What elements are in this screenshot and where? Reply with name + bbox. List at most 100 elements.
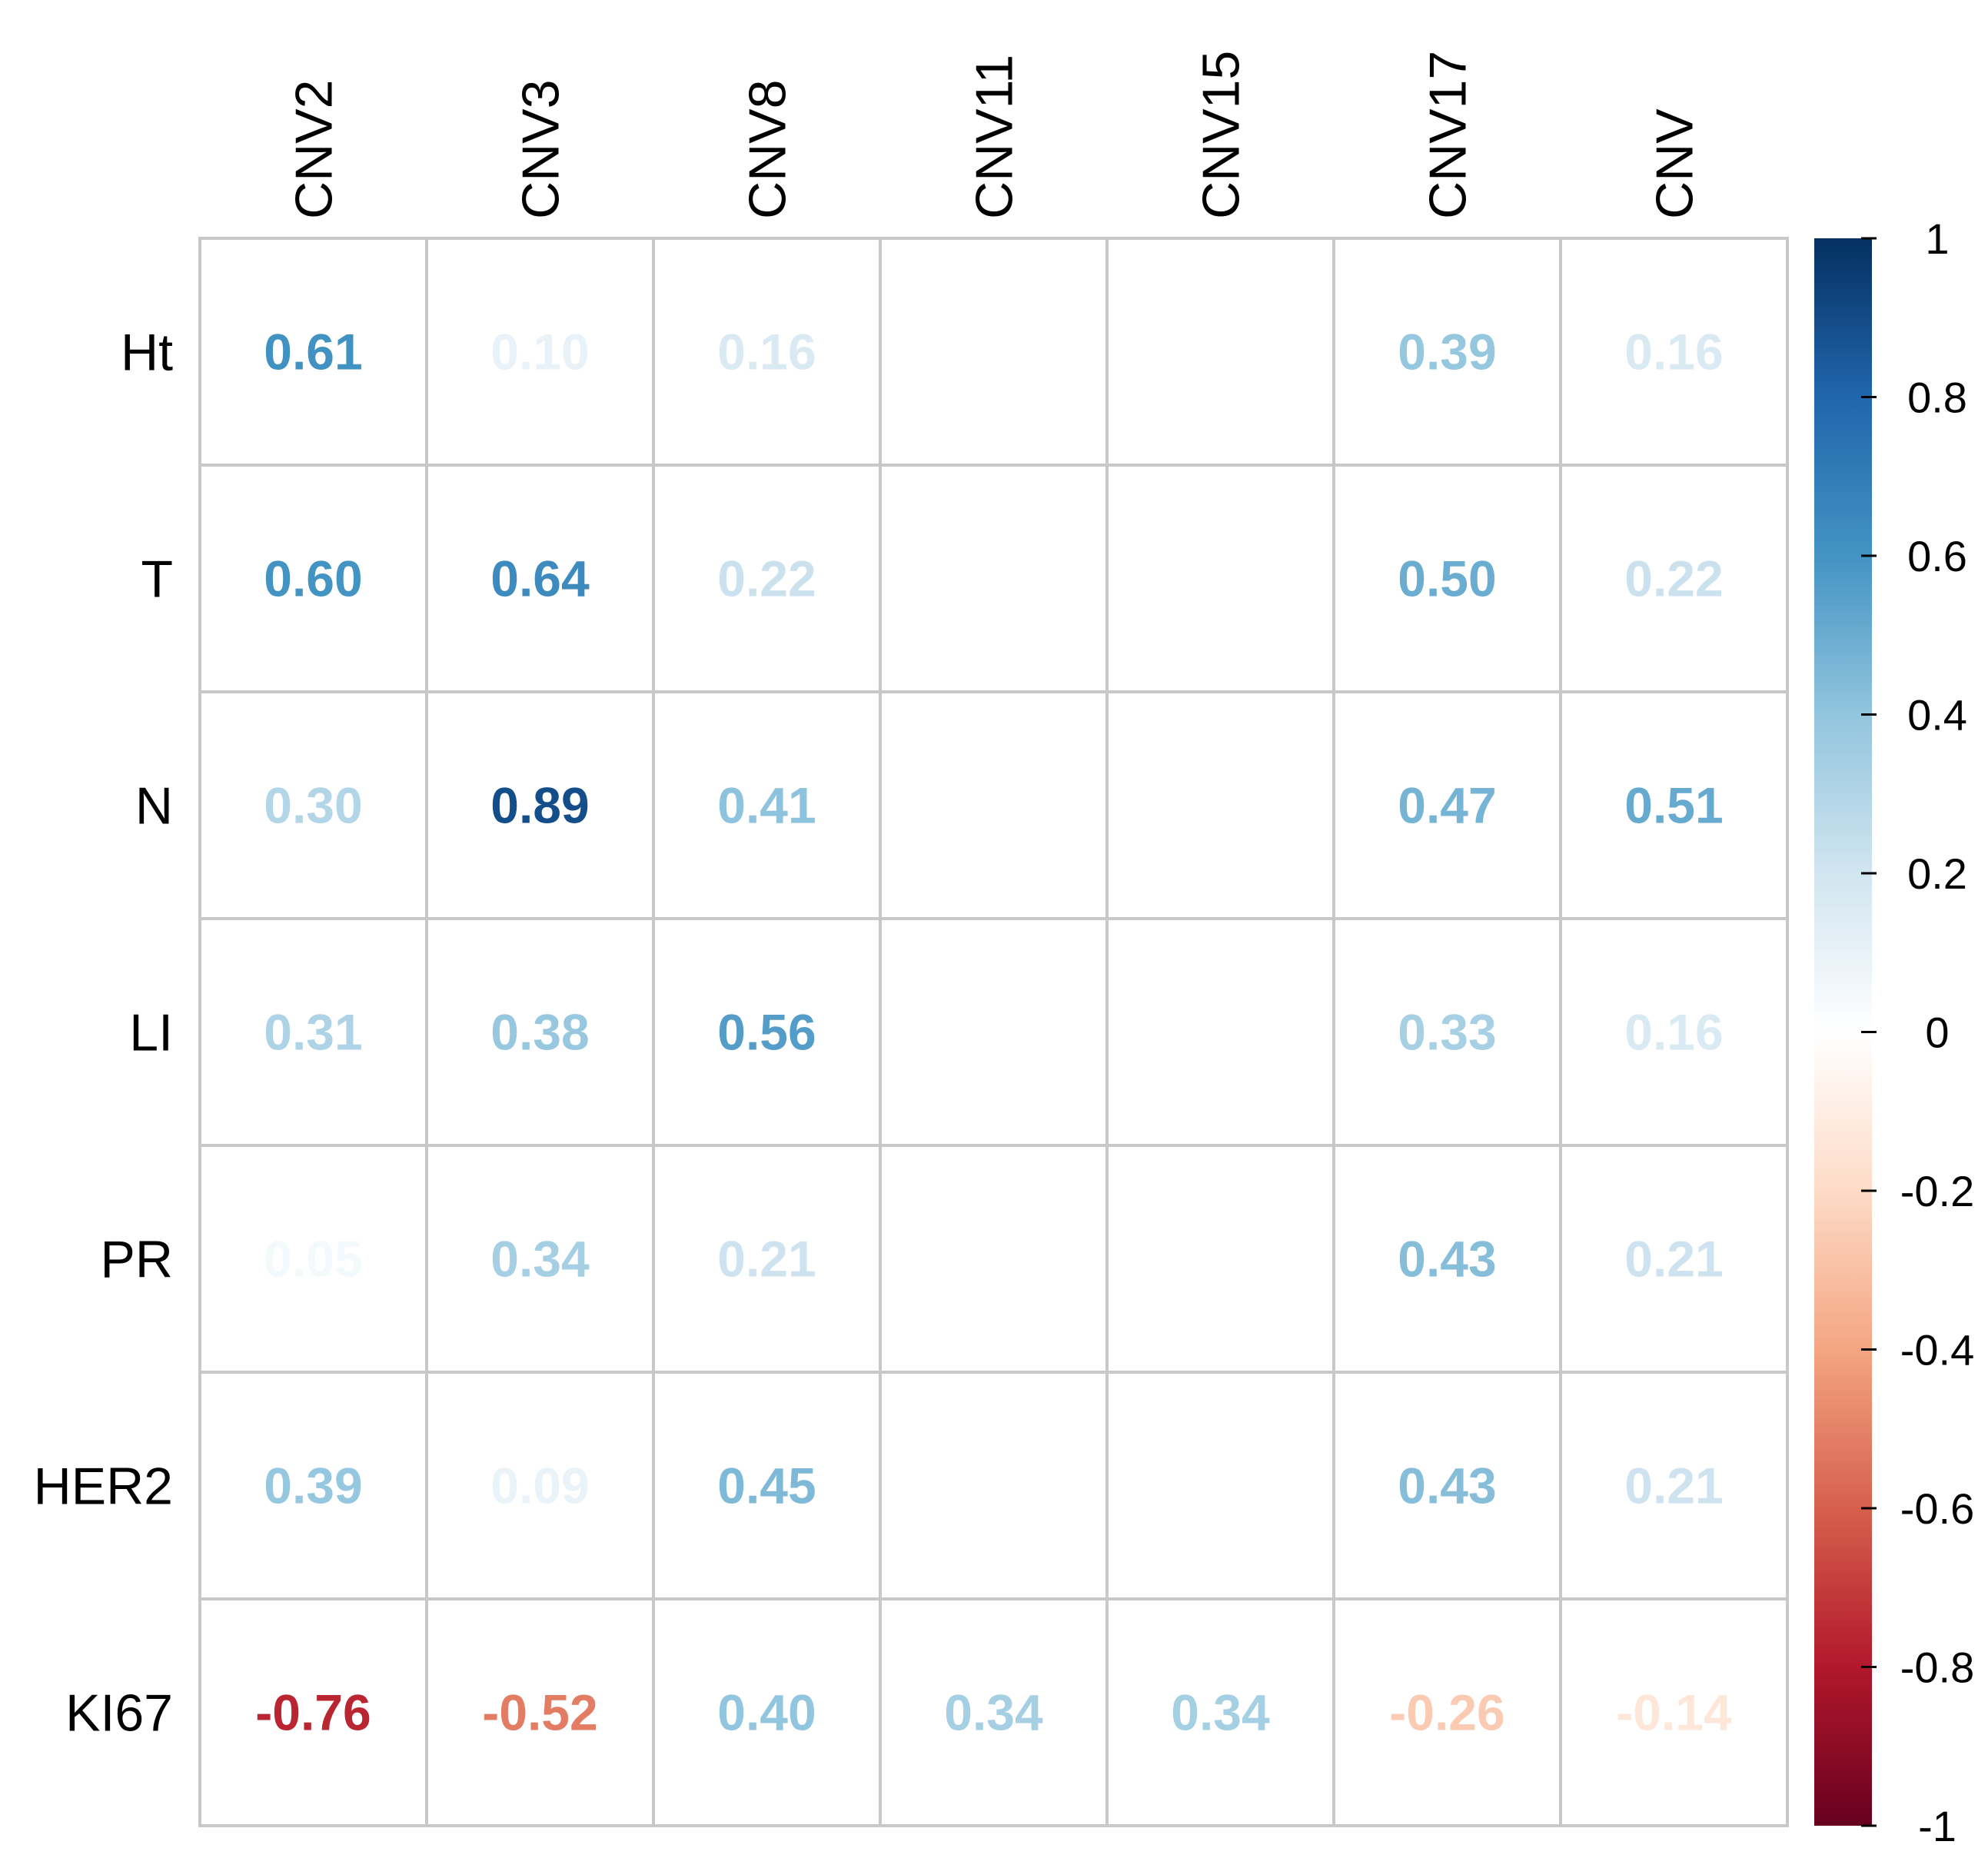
column-label: CNV8 bbox=[739, 80, 797, 219]
heatmap-cell bbox=[1559, 1144, 1789, 1374]
color-scale-legend: 1 0.8 0.6 0.4 0.2 0 -0.2 -0.4 -0.6 -0.8 -1 bbox=[1814, 214, 1974, 1850]
cell-value: 0.51 bbox=[1624, 777, 1723, 834]
cell-value: 0.16 bbox=[717, 324, 816, 381]
cell-value: 0.34 bbox=[490, 1231, 590, 1288]
cell-value: 0.09 bbox=[490, 1458, 589, 1514]
cell-value: 0.00 bbox=[944, 324, 1042, 381]
cell-value: 0.16 bbox=[1624, 324, 1723, 381]
column-label: CNV15 bbox=[1192, 51, 1251, 219]
heatmap-cell bbox=[198, 464, 428, 693]
cell-value: 0.43 bbox=[1398, 1231, 1496, 1288]
heatmap-cell bbox=[879, 690, 1109, 920]
row-label: KI67 bbox=[65, 1684, 173, 1743]
cell-value: 0.00 bbox=[1171, 550, 1269, 607]
cell-value: 0.39 bbox=[1398, 324, 1496, 381]
heatmap-cell bbox=[1105, 237, 1335, 467]
row-label: N bbox=[135, 777, 173, 836]
colorbar-tick-label: 0.2 bbox=[1907, 849, 1967, 898]
cell-value: 0.50 bbox=[1398, 550, 1496, 607]
cell-value: 0.00 bbox=[944, 550, 1042, 607]
colorbar-tick-label: -1 bbox=[1918, 1802, 1956, 1850]
cell-value: 0.21 bbox=[1624, 1231, 1723, 1288]
cell-value: 0.10 bbox=[490, 324, 589, 381]
cell-value: -0.26 bbox=[1389, 1684, 1504, 1741]
cell-value: 0.47 bbox=[1398, 777, 1496, 834]
heatmap-cell bbox=[652, 464, 882, 693]
cell-value: 0.38 bbox=[490, 1004, 589, 1061]
cell-value: 0.00 bbox=[944, 777, 1042, 834]
heatmap-cell bbox=[652, 690, 882, 920]
heatmap-cell bbox=[425, 1371, 655, 1600]
cell-value: 0.22 bbox=[1624, 550, 1723, 607]
cell-value: 0.89 bbox=[490, 777, 589, 834]
heatmap-cell bbox=[1559, 464, 1789, 693]
cell-value: 0.22 bbox=[717, 550, 816, 607]
heatmap-cell bbox=[1559, 690, 1789, 920]
colorbar-tick-label: -0.2 bbox=[1900, 1167, 1975, 1215]
heatmap-cell bbox=[879, 1371, 1109, 1600]
cell-value: 0.21 bbox=[717, 1231, 816, 1288]
heatmap-cell bbox=[1559, 1371, 1789, 1600]
cell-value: 0.60 bbox=[264, 550, 362, 607]
heatmap-cell bbox=[879, 237, 1109, 467]
heatmap-cell bbox=[652, 1371, 882, 1600]
heatmap-cell bbox=[879, 917, 1109, 1147]
column-label: CNV11 bbox=[966, 55, 1024, 219]
column-label: CNV bbox=[1646, 108, 1704, 219]
heatmap-cell bbox=[1332, 917, 1562, 1147]
cell-value: 0.61 bbox=[264, 324, 362, 381]
heatmap-cell bbox=[425, 237, 655, 467]
row-labels: Ht T N LI PR HER2 KI67 bbox=[34, 324, 173, 1743]
cell-value: 0.64 bbox=[490, 550, 590, 607]
heatmap-cell bbox=[198, 917, 428, 1147]
cell-value: 0.30 bbox=[264, 777, 362, 834]
heatmap-cell bbox=[1332, 690, 1562, 920]
cell-value: 0.05 bbox=[264, 1231, 362, 1288]
heatmap-cell bbox=[198, 1144, 428, 1374]
heatmap-cell bbox=[425, 917, 655, 1147]
cell-value: 0.39 bbox=[264, 1458, 362, 1514]
cell-value: 0.34 bbox=[1171, 1684, 1270, 1741]
heatmap-cell bbox=[425, 690, 655, 920]
heatmap-cell bbox=[198, 1371, 428, 1600]
cell-value: 0.33 bbox=[1398, 1004, 1496, 1061]
cell-value: 0.45 bbox=[717, 1458, 816, 1514]
row-label: Ht bbox=[121, 324, 173, 382]
cell-value: 0.21 bbox=[1624, 1458, 1723, 1514]
heatmap-cell bbox=[652, 1597, 882, 1827]
colorbar-tick-label: 0.8 bbox=[1907, 374, 1967, 422]
heatmap-cell bbox=[652, 1144, 882, 1374]
cell-value: 0.00 bbox=[1171, 1458, 1269, 1514]
heatmap-cell bbox=[1105, 1597, 1335, 1827]
row-label: T bbox=[141, 550, 173, 609]
cell-value: 0.43 bbox=[1398, 1458, 1496, 1514]
column-label: CNV17 bbox=[1419, 51, 1478, 219]
cell-value: 0.31 bbox=[264, 1004, 362, 1061]
heatmap-cell bbox=[198, 1597, 428, 1827]
cell-value: -0.52 bbox=[482, 1684, 597, 1741]
heatmap-cell bbox=[1105, 690, 1335, 920]
row-label: PR bbox=[101, 1231, 173, 1289]
cell-value: -0.76 bbox=[255, 1684, 371, 1741]
cell-value: 0.16 bbox=[1624, 1004, 1723, 1061]
cell-value: 0.00 bbox=[944, 1458, 1042, 1514]
cell-value: 0.34 bbox=[944, 1684, 1043, 1741]
heatmap-cell bbox=[879, 1597, 1109, 1827]
cell-value: 0.00 bbox=[1171, 777, 1269, 834]
column-labels: CNV2 CNV3 CNV8 CNV11 CNV15 CNV17 CNV bbox=[285, 51, 1704, 219]
cell-value: 0.00 bbox=[1171, 1004, 1269, 1061]
cell-value-labels: 0.61 0.10 0.16 0.00 0.00 0.39 0.16 0.60 0.64 0.22… bbox=[255, 324, 1732, 1741]
heatmap-cell bbox=[652, 237, 882, 467]
heatmap-cell bbox=[1105, 1371, 1335, 1600]
cell-value: 0.00 bbox=[1171, 1231, 1269, 1288]
heatmap-cell bbox=[1105, 464, 1335, 693]
column-label: CNV2 bbox=[285, 80, 344, 219]
column-label: CNV3 bbox=[512, 80, 570, 219]
heatmap-cell bbox=[1332, 1597, 1562, 1827]
cell-value: -0.14 bbox=[1616, 1684, 1732, 1741]
row-label: HER2 bbox=[34, 1458, 173, 1516]
row-label: LI bbox=[129, 1004, 173, 1062]
heatmap-cell bbox=[1559, 917, 1789, 1147]
colorbar-tick-label: 0.6 bbox=[1907, 532, 1967, 580]
heatmap-cell bbox=[1332, 464, 1562, 693]
